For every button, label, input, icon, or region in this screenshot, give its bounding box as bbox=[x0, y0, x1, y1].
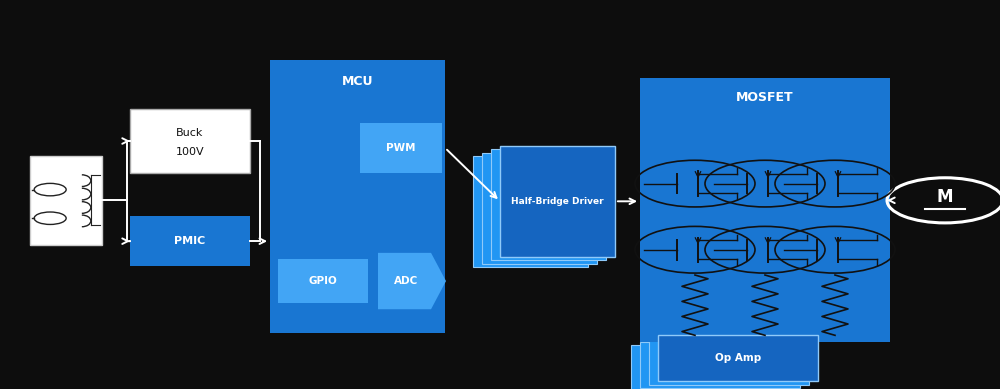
Text: PWM: PWM bbox=[386, 143, 416, 153]
FancyBboxPatch shape bbox=[640, 78, 890, 342]
FancyBboxPatch shape bbox=[640, 342, 800, 388]
FancyBboxPatch shape bbox=[649, 338, 809, 385]
FancyBboxPatch shape bbox=[360, 123, 442, 173]
Text: 100V: 100V bbox=[176, 147, 204, 157]
FancyBboxPatch shape bbox=[658, 335, 818, 381]
Text: Op Amp: Op Amp bbox=[715, 353, 761, 363]
Text: Buck: Buck bbox=[176, 128, 204, 138]
FancyBboxPatch shape bbox=[278, 259, 368, 303]
FancyBboxPatch shape bbox=[130, 216, 250, 266]
FancyBboxPatch shape bbox=[473, 156, 588, 267]
FancyBboxPatch shape bbox=[482, 153, 597, 264]
FancyBboxPatch shape bbox=[30, 156, 102, 245]
Text: MCU: MCU bbox=[342, 75, 373, 88]
FancyBboxPatch shape bbox=[270, 60, 445, 333]
Text: PMIC: PMIC bbox=[174, 236, 206, 246]
Text: Half-Bridge Driver: Half-Bridge Driver bbox=[511, 197, 604, 206]
FancyBboxPatch shape bbox=[130, 109, 250, 173]
FancyBboxPatch shape bbox=[631, 345, 791, 389]
Text: GPIO: GPIO bbox=[309, 276, 337, 286]
Text: ADC: ADC bbox=[394, 276, 419, 286]
FancyBboxPatch shape bbox=[491, 149, 606, 260]
Text: M: M bbox=[937, 188, 953, 206]
Text: MOSFET: MOSFET bbox=[736, 91, 794, 104]
FancyBboxPatch shape bbox=[500, 146, 615, 257]
Polygon shape bbox=[378, 253, 446, 309]
